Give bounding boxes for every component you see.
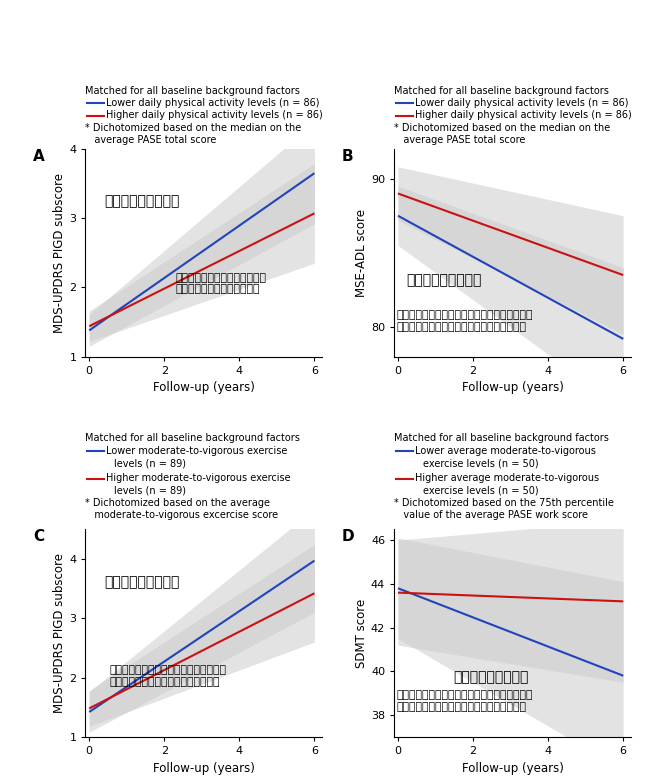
Text: Lower average moderate-to-vigorous: Lower average moderate-to-vigorous: [415, 446, 596, 456]
Text: Matched for all baseline background factors: Matched for all baseline background fact…: [85, 86, 300, 96]
Text: D: D: [342, 529, 354, 544]
Text: 青線：運動量の少ないグループ
赤線：運動量の多いグループ: 青線：運動量の少ないグループ 赤線：運動量の多いグループ: [175, 273, 266, 294]
Text: value of the average PASE work score: value of the average PASE work score: [394, 510, 588, 520]
Text: Matched for all baseline background factors: Matched for all baseline background fact…: [85, 433, 300, 442]
Text: Higher daily physical activity levels (n = 86): Higher daily physical activity levels (n…: [415, 111, 632, 121]
X-axis label: Follow-up (years): Follow-up (years): [152, 761, 255, 775]
Text: Higher moderate-to-vigorous exercise: Higher moderate-to-vigorous exercise: [106, 474, 291, 483]
Text: exercise levels (n = 50): exercise levels (n = 50): [423, 485, 539, 495]
Text: A: A: [33, 149, 45, 164]
Text: Higher average moderate-to-vigorous: Higher average moderate-to-vigorous: [415, 474, 599, 483]
Text: Higher daily physical activity levels (n = 86): Higher daily physical activity levels (n…: [106, 111, 323, 121]
Text: 青線：日常的な活動量が少ないグループ
赤線：日常的な活動量の多いグループ: 青線：日常的な活動量が少ないグループ 赤線：日常的な活動量の多いグループ: [109, 666, 226, 687]
Text: * Dichotomized based on the median on the: * Dichotomized based on the median on th…: [394, 122, 610, 132]
Text: 青線：労働に関連した活動量の少ないグループ
赤線：労働に関連した活動量の多いグループ: 青線：労働に関連した活動量の少ないグループ 赤線：労働に関連した活動量の多いグル…: [397, 691, 533, 712]
Y-axis label: SDMT score: SDMT score: [355, 598, 368, 668]
Text: average PASE total score: average PASE total score: [394, 135, 526, 145]
Text: * Dichotomized based on the median on the: * Dichotomized based on the median on th…: [85, 122, 302, 132]
Text: Matched for all baseline background factors: Matched for all baseline background fact…: [394, 86, 609, 96]
Y-axis label: MDS-UPDRS PIGD subscore: MDS-UPDRS PIGD subscore: [53, 553, 66, 713]
X-axis label: Follow-up (years): Follow-up (years): [461, 381, 564, 394]
X-axis label: Follow-up (years): Follow-up (years): [461, 761, 564, 775]
X-axis label: Follow-up (years): Follow-up (years): [152, 381, 255, 394]
Text: Matched for all baseline background factors: Matched for all baseline background fact…: [394, 433, 609, 442]
Y-axis label: MSE-ADL score: MSE-ADL score: [355, 209, 369, 297]
Text: B: B: [342, 149, 353, 164]
Text: 青線：家事に関連した活動量の少ないグループ
赤線：家事に関連した活動量の多いグループ: 青線：家事に関連した活動量の少ないグループ 赤線：家事に関連した活動量の多いグル…: [397, 310, 533, 332]
Y-axis label: MDS-UPDRS PIGD subscore: MDS-UPDRS PIGD subscore: [53, 172, 66, 333]
Text: 得点が低いほど悪い: 得点が低いほど悪い: [406, 274, 482, 288]
Text: levels (n = 89): levels (n = 89): [114, 485, 187, 495]
Text: Lower moderate-to-vigorous exercise: Lower moderate-to-vigorous exercise: [106, 446, 288, 456]
Text: moderate-to-vigorous excercise score: moderate-to-vigorous excercise score: [85, 510, 279, 520]
Text: 得点が高いほど悪い: 得点が高いほど悪い: [104, 575, 180, 589]
Text: * Dichotomized based on the 75th percentile: * Dichotomized based on the 75th percent…: [394, 498, 614, 508]
Text: Lower daily physical activity levels (n = 86): Lower daily physical activity levels (n …: [106, 98, 320, 108]
Text: * Dichotomized based on the average: * Dichotomized based on the average: [85, 498, 271, 508]
Text: 得点が高いほど悪い: 得点が高いほど悪い: [104, 194, 180, 209]
Text: 得点が低いほど悪い: 得点が低いほど悪い: [453, 670, 529, 684]
Text: exercise levels (n = 50): exercise levels (n = 50): [423, 458, 539, 468]
Text: levels (n = 89): levels (n = 89): [114, 458, 187, 468]
Text: C: C: [33, 529, 44, 544]
Text: Lower daily physical activity levels (n = 86): Lower daily physical activity levels (n …: [415, 98, 629, 108]
Text: average PASE total score: average PASE total score: [85, 135, 217, 145]
